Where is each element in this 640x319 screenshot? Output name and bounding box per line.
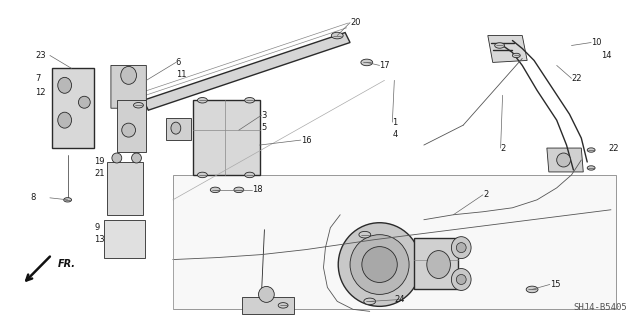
Ellipse shape [79,96,90,108]
Text: 4: 4 [392,130,397,139]
Ellipse shape [350,235,409,294]
Ellipse shape [361,59,372,66]
Text: 20: 20 [350,18,360,27]
Text: 24: 24 [394,295,405,304]
Ellipse shape [259,286,275,302]
Polygon shape [117,100,147,152]
Text: 9: 9 [94,223,99,232]
Text: 13: 13 [94,235,105,244]
Ellipse shape [134,102,143,108]
Ellipse shape [456,274,466,285]
Text: 1: 1 [392,118,397,127]
Ellipse shape [362,247,397,282]
Text: 5: 5 [262,122,267,132]
Polygon shape [107,162,143,215]
Ellipse shape [58,112,72,128]
FancyBboxPatch shape [173,175,616,309]
Ellipse shape [198,172,207,178]
Ellipse shape [132,153,141,163]
Polygon shape [242,297,294,314]
Ellipse shape [364,298,376,305]
Text: FR.: FR. [58,258,76,269]
Ellipse shape [451,269,471,290]
Polygon shape [143,33,350,110]
Text: 3: 3 [262,111,267,120]
Ellipse shape [112,153,122,163]
Ellipse shape [588,166,595,170]
Polygon shape [547,148,583,172]
Ellipse shape [278,303,288,308]
Text: 23: 23 [35,51,46,60]
Text: 14: 14 [601,51,611,60]
Ellipse shape [557,153,570,167]
Text: 15: 15 [550,280,560,289]
Text: 22: 22 [572,74,582,83]
Text: 19: 19 [94,158,105,167]
Text: 17: 17 [380,61,390,70]
Text: 2: 2 [500,144,506,152]
Text: 22: 22 [609,144,620,152]
Ellipse shape [121,66,136,84]
Ellipse shape [58,78,72,93]
Ellipse shape [338,223,421,306]
Text: 11: 11 [176,70,186,79]
Polygon shape [488,35,527,63]
Ellipse shape [332,32,343,39]
Ellipse shape [198,98,207,103]
Text: 2: 2 [483,190,488,199]
Text: 12: 12 [35,88,45,97]
Ellipse shape [244,98,255,103]
Ellipse shape [234,187,244,193]
Polygon shape [414,238,458,289]
Ellipse shape [427,251,451,278]
Ellipse shape [526,286,538,293]
Ellipse shape [211,187,220,193]
Text: 10: 10 [591,38,602,47]
Text: 8: 8 [30,193,36,202]
Text: 21: 21 [94,169,105,178]
Text: 6: 6 [176,58,181,67]
FancyBboxPatch shape [104,220,145,257]
Ellipse shape [495,43,504,48]
Ellipse shape [451,237,471,259]
Text: 7: 7 [35,74,40,83]
Ellipse shape [122,123,136,137]
Ellipse shape [513,53,520,58]
Ellipse shape [359,231,371,238]
Text: 18: 18 [252,185,262,194]
Polygon shape [52,68,94,148]
Ellipse shape [63,198,72,202]
Ellipse shape [244,172,255,178]
Ellipse shape [171,122,180,134]
Ellipse shape [588,148,595,152]
Polygon shape [166,118,191,140]
Text: SHJ4-B5405: SHJ4-B5405 [573,303,627,312]
Ellipse shape [456,243,466,253]
Text: 16: 16 [301,136,312,145]
Polygon shape [111,65,147,108]
FancyBboxPatch shape [193,100,259,175]
